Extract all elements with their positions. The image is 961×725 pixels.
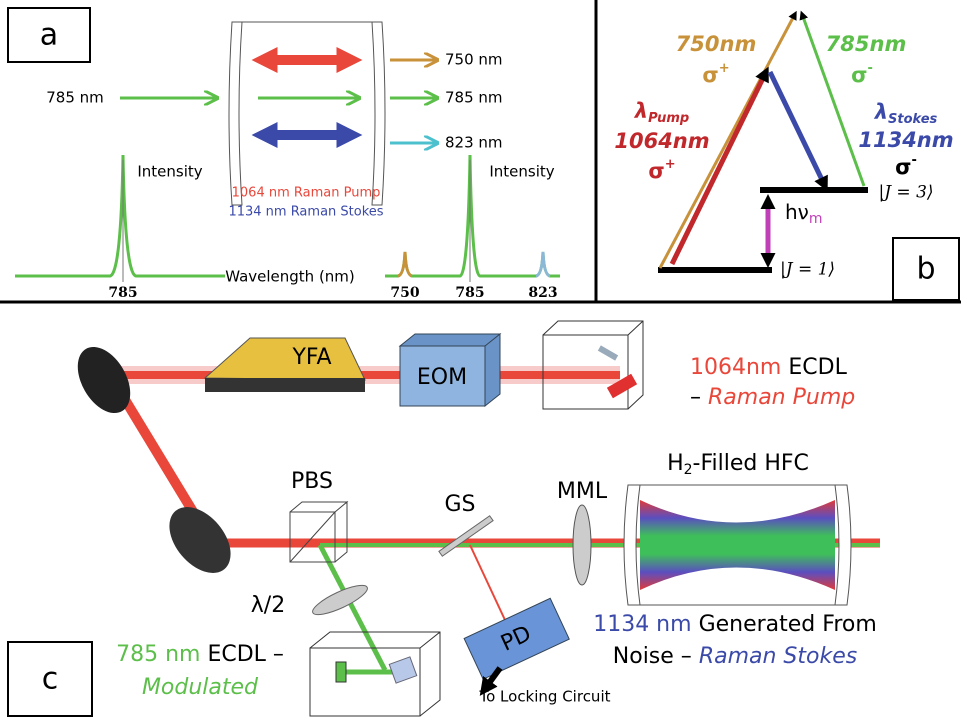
tick-label: 785 xyxy=(108,285,137,301)
symbol: hν xyxy=(785,200,809,224)
pump-laser-role: – Raman Pump xyxy=(690,385,855,410)
tick-label: 823 xyxy=(528,285,557,301)
text: -Filled HFC xyxy=(693,451,809,476)
panel-label: a xyxy=(40,18,58,53)
mml-label: MML xyxy=(557,479,608,504)
subscript: Stokes xyxy=(888,112,938,127)
symbol: λ xyxy=(634,99,648,123)
laser-type: ECDL – xyxy=(207,642,283,667)
pol: σ xyxy=(702,63,718,87)
polarization: σ+ xyxy=(702,61,729,88)
symbol: λ xyxy=(874,100,888,124)
pump-symbol: λPump xyxy=(634,99,689,126)
anti-stokes-wavelength: 750nm xyxy=(676,32,757,56)
energy-label: hνm xyxy=(785,200,823,228)
locking-label: To Locking Circuit xyxy=(478,688,610,706)
panel-b: 750nm σ+ 785nm σ- λPump 1064nm σ+ λStoke… xyxy=(614,14,959,300)
panel-label: b xyxy=(916,252,935,287)
pol: σ xyxy=(648,159,664,183)
output-label: 750 nm xyxy=(445,51,503,69)
input-label: 785 nm xyxy=(46,89,104,107)
role: Raman Stokes xyxy=(699,644,857,669)
stokes-symbol: λStokes xyxy=(874,100,938,127)
probe-wavelength: 785nm xyxy=(826,32,907,56)
pump-label: 1064 nm Raman Pump xyxy=(232,186,381,201)
pump-laser-label: 1064nm ECDL xyxy=(690,355,848,380)
pol-sign: + xyxy=(719,61,730,76)
axis-title: Wavelength (nm) xyxy=(225,268,355,286)
text: H xyxy=(667,451,684,476)
pol: σ xyxy=(851,63,867,87)
yfa-label: YFA xyxy=(291,345,331,370)
wavelength: 785 nm xyxy=(116,642,200,667)
wavelength: 1064nm xyxy=(690,355,781,380)
role: Raman Pump xyxy=(708,385,855,410)
subscript: Pump xyxy=(648,111,689,126)
stokes-wavelength: 1134nm xyxy=(858,128,953,152)
text: Generated From xyxy=(699,612,877,637)
output-label: 823 nm xyxy=(445,134,503,152)
tick-label: 750 xyxy=(390,285,419,301)
subscript: 2 xyxy=(684,462,693,478)
hfc-label: H2-Filled HFC xyxy=(667,451,809,478)
pol: σ xyxy=(895,155,911,179)
panel-a: a 785 nm 750 nm 785 nm 823 nm Intensity … xyxy=(8,8,560,301)
polarization: σ+ xyxy=(648,157,675,184)
eom-label: EOM xyxy=(417,365,467,390)
tick-label: 785 xyxy=(455,285,484,301)
polarization: σ- xyxy=(851,61,873,88)
pol-sign: - xyxy=(867,61,872,76)
subscript: m xyxy=(809,211,823,227)
gs-label: GS xyxy=(444,492,475,517)
panel-label: c xyxy=(42,662,59,697)
pump-wavelength: 1064nm xyxy=(614,129,709,153)
polarization: σ- xyxy=(895,153,917,180)
probe-laser-label: 785 nm ECDL – xyxy=(116,642,284,667)
output-label: 785 nm xyxy=(445,89,503,107)
axis-label: Intensity xyxy=(489,163,554,181)
wavelength: 1134 nm xyxy=(593,612,691,637)
stokes-label: 1134 nm Generated From xyxy=(593,612,877,637)
upper-level: |J = 3⟩ xyxy=(878,183,933,203)
waveplate-label: λ/2 xyxy=(251,593,285,618)
lower-level: |J = 1⟩ xyxy=(780,260,835,280)
text: Noise – xyxy=(613,644,692,669)
pol-sign: - xyxy=(911,153,916,168)
pbs-label: PBS xyxy=(291,469,333,494)
axis-label: Intensity xyxy=(137,163,202,181)
stokes-label: 1134 nm Raman Stokes xyxy=(228,205,383,220)
probe-laser-role: Modulated xyxy=(142,675,259,700)
laser-type: ECDL xyxy=(788,355,847,380)
pol-sign: + xyxy=(665,157,676,172)
stokes-role: Noise – Raman Stokes xyxy=(613,644,857,669)
panel-c: YFA EOM 1064nm ECDL – Raman Pump PBS GS … xyxy=(8,321,880,716)
dash: – xyxy=(690,385,701,410)
figure: a 785 nm 750 nm 785 nm 823 nm Intensity … xyxy=(0,0,961,725)
